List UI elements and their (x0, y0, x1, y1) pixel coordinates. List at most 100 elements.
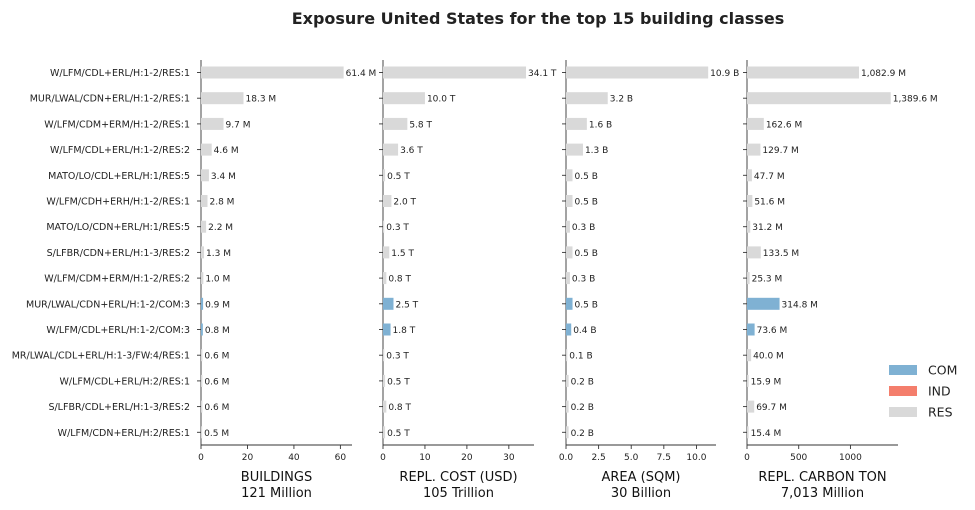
bar (201, 246, 205, 259)
value-label: 0.1 B (569, 352, 592, 362)
legend-swatch (889, 407, 917, 417)
bar (747, 143, 761, 156)
bar (747, 220, 751, 233)
value-label: 18.3 M (246, 95, 277, 105)
value-label: 3.2 B (610, 95, 633, 105)
bar (747, 66, 859, 79)
panel-xlabel: AREA (SQM) (601, 470, 680, 485)
bar (566, 374, 569, 387)
bar (747, 349, 752, 362)
panel-total: 7,013 Million (781, 486, 864, 501)
panel-1: 0 20 40 60 61.4 M 18.3 M 9.7 M 4.6 M 3.4 M 2.8 M 2… (197, 60, 376, 501)
bar (566, 349, 568, 362)
value-label: 31.2 M (752, 223, 783, 233)
value-label: 0.5 T (387, 377, 410, 387)
bar (201, 374, 203, 387)
bar (566, 400, 569, 413)
category-label: MUR/LWAL/CDN+ERL/H:1-2/RES:1 (30, 94, 190, 105)
category-label: MR/LWAL/CDL+ERL/H:1-3/FW:4/RES:1 (12, 351, 190, 362)
value-label: 51.6 M (754, 198, 785, 208)
x-tick-label: 0 (198, 453, 204, 463)
bar (566, 117, 587, 130)
value-label: 2.5 T (395, 300, 418, 310)
category-label: MATO/LO/CDN+ERL/H:1/RES:5 (46, 222, 190, 233)
value-label: 0.2 B (571, 403, 594, 413)
value-label: 0.9 M (205, 300, 230, 310)
value-label: 0.5 B (575, 300, 598, 310)
panel-xlabel: REPL. CARBON TON (758, 470, 886, 485)
bar (383, 349, 385, 362)
value-label: 1.3 M (206, 249, 231, 259)
value-label: 15.4 M (751, 429, 782, 439)
legend-swatch (889, 365, 917, 375)
value-label: 3.6 T (400, 146, 423, 156)
bar (747, 323, 755, 336)
bar (201, 117, 224, 130)
category-label: W/LFM/CDH+ERH/H:1-2/RES:1 (46, 197, 190, 208)
bar (747, 195, 753, 207)
category-label: W/LFM/CDN+ERL/H:2/RES:1 (58, 428, 190, 439)
bar (747, 374, 749, 387)
category-label: MUR/LWAL/CDN+ERL/H:1-2/COM:3 (26, 299, 190, 310)
value-label: 162.6 M (766, 120, 802, 130)
value-label: 0.5 T (387, 429, 410, 439)
bar (201, 349, 203, 362)
x-tick-label: 5.0 (624, 453, 639, 463)
bar (201, 220, 207, 233)
x-tick-label: 10 (419, 453, 431, 463)
bar (201, 323, 203, 336)
x-tick-label: 20 (242, 453, 254, 463)
value-label: 0.4 B (573, 326, 596, 336)
bar (747, 426, 749, 439)
bar (566, 195, 573, 207)
bar (566, 297, 573, 310)
category-labels: W/LFM/CDL+ERL/H:1-2/RES:1 MUR/LWAL/CDN+ER… (12, 68, 190, 439)
category-label: W/LFM/CDL+ERL/H:1-2/RES:2 (50, 145, 190, 156)
bar (566, 323, 572, 336)
x-tick-label: 60 (335, 453, 347, 463)
value-label: 0.6 M (204, 352, 229, 362)
panel-total: 121 Million (241, 486, 312, 501)
bar (383, 195, 392, 207)
value-label: 0.6 M (204, 377, 229, 387)
bar (201, 272, 204, 285)
value-label: 1.0 M (205, 275, 230, 285)
value-label: 1,389.6 M (893, 95, 938, 105)
legend-label: IND (928, 384, 951, 399)
value-label: 15.9 M (751, 377, 782, 387)
bar (747, 297, 780, 310)
category-label: W/LFM/CDL+ERL/H:1-2/COM:3 (46, 325, 190, 336)
value-label: 0.5 B (575, 198, 598, 208)
bar (383, 297, 394, 310)
bar (383, 426, 386, 439)
panel-xlabel: BUILDINGS (241, 470, 312, 485)
category-label: W/LFM/CDM+ERM/H:1-2/RES:1 (44, 119, 190, 130)
bar (383, 374, 386, 387)
category-label: W/LFM/CDL+ERL/H:2/RES:1 (59, 376, 190, 387)
panel-4: 0 500 1000 1,082.9 M 1,389.6 M 162.6 M 129.7 M… (743, 60, 938, 501)
panel-3: 0.0 2.5 5.0 7.5 10.0 10.9 B 3.2 B 1.6 B 1.3 B 0.5… (559, 60, 739, 501)
x-tick-label: 500 (790, 453, 807, 463)
x-tick-label: 10.0 (686, 453, 706, 463)
value-label: 1.3 B (585, 146, 608, 156)
category-label: S/LFBR/CDN+ERL/H:1-3/RES:2 (47, 248, 190, 259)
value-label: 0.5 T (387, 172, 410, 182)
bar (201, 297, 204, 310)
value-label: 4.6 M (214, 146, 239, 156)
bar (383, 323, 391, 336)
bar (383, 220, 385, 233)
x-tick-label: 0 (380, 453, 386, 463)
chart-title: Exposure United States for the top 15 bu… (292, 9, 785, 28)
x-tick-label: 2.5 (591, 453, 605, 463)
value-label: 0.8 T (388, 275, 411, 285)
x-tick-label: 1000 (839, 453, 862, 463)
bar (566, 143, 583, 156)
value-label: 2.2 M (208, 223, 233, 233)
value-label: 0.6 M (204, 403, 229, 413)
value-label: 3.4 M (211, 172, 236, 182)
bar (566, 169, 573, 182)
value-label: 2.8 M (210, 198, 235, 208)
legend-label: RES (928, 405, 953, 420)
value-label: 0.5 B (575, 249, 598, 259)
